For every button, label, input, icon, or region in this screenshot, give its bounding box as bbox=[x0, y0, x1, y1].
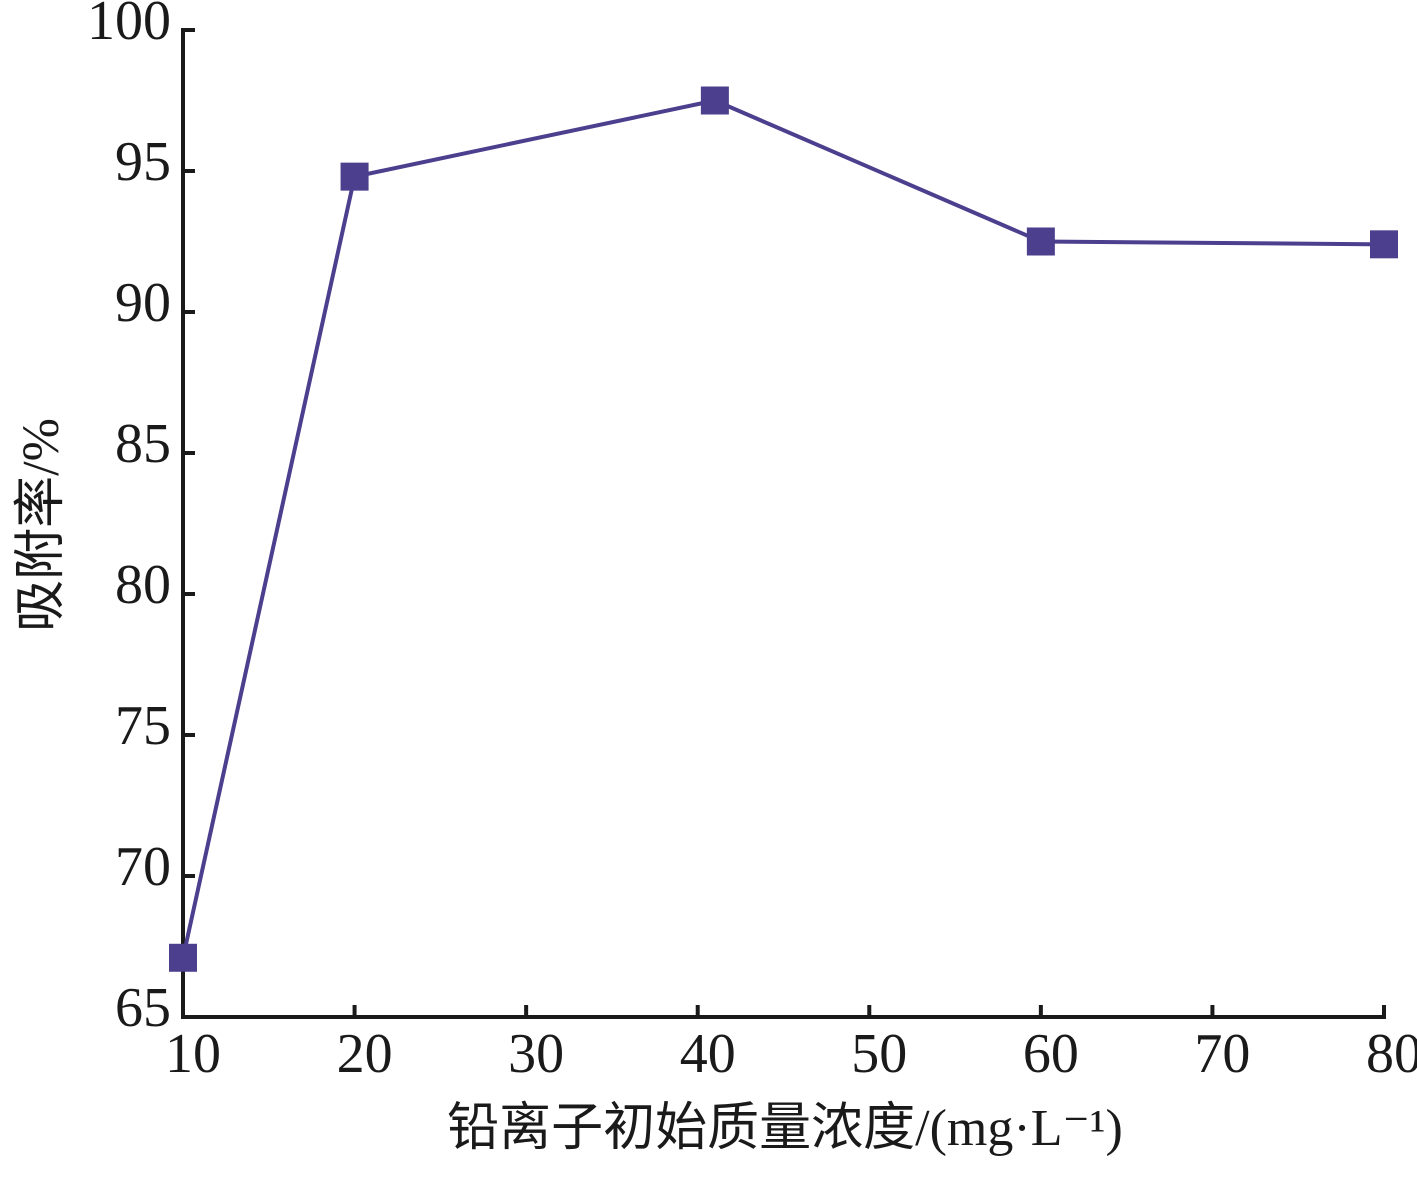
x-tick-label: 80 bbox=[1366, 1023, 1417, 1085]
data-marker bbox=[169, 943, 197, 972]
y-tick-label: 100 bbox=[87, 0, 171, 52]
x-tick-label: 70 bbox=[1194, 1023, 1250, 1085]
data-marker bbox=[340, 162, 369, 191]
x-tick-label: 20 bbox=[337, 1023, 393, 1085]
y-tick-label: 75 bbox=[115, 695, 171, 757]
x-tick-label: 60 bbox=[1023, 1023, 1079, 1085]
y-tick-label: 80 bbox=[115, 554, 171, 616]
data-marker bbox=[700, 86, 729, 115]
data-marker bbox=[1026, 227, 1055, 256]
y-tick-label: 65 bbox=[115, 977, 171, 1039]
y-axis-title: 吸附率/% bbox=[13, 418, 70, 632]
x-tick-label: 40 bbox=[680, 1023, 736, 1085]
x-tick-label: 50 bbox=[851, 1023, 907, 1085]
x-tick-label: 30 bbox=[508, 1023, 564, 1085]
data-line bbox=[181, 98, 1385, 959]
y-tick-label: 70 bbox=[115, 836, 171, 898]
x-axis-title: 铅离子初始质量浓度/(mg·L⁻¹) bbox=[447, 1100, 1123, 1157]
y-tick-label: 90 bbox=[115, 272, 171, 334]
x-tick-label: 10 bbox=[165, 1023, 221, 1085]
y-tick-label: 95 bbox=[115, 131, 171, 193]
data-marker bbox=[1370, 230, 1398, 259]
y-tick-label: 85 bbox=[115, 413, 171, 475]
